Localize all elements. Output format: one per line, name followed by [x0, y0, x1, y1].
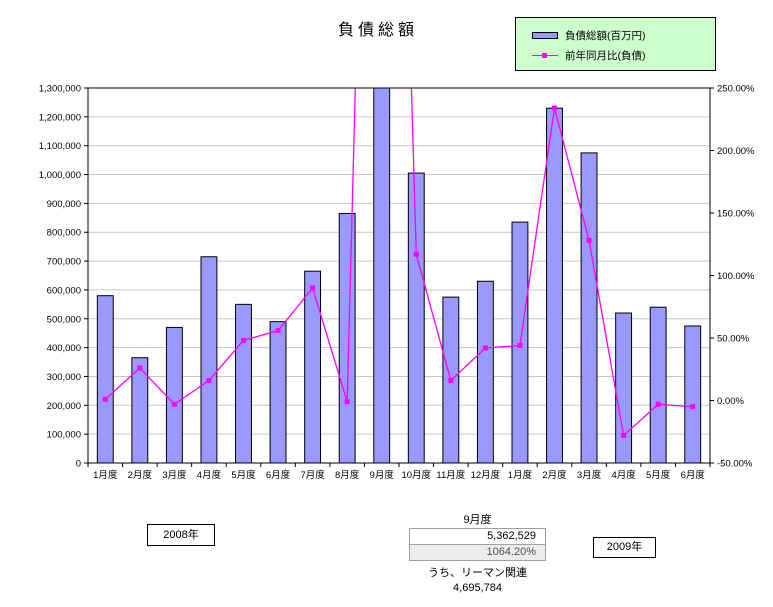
- left-axis-label: 1,300,000: [39, 84, 81, 95]
- line-marker: [552, 105, 557, 111]
- legend-label-liabilities: 負債総額(百万円): [565, 29, 646, 42]
- bar: [649, 306, 667, 463]
- right-axis-label: -50.00%: [717, 459, 753, 470]
- x-axis-label: 3月度: [162, 469, 187, 481]
- liabilities-combo-chart: 0 100,000 200,000 300,000 400,000 500,000 600,…: [39, 84, 755, 482]
- line-marker: [171, 401, 177, 407]
- bar: [615, 312, 633, 463]
- bar: [546, 107, 563, 463]
- line-marker: [310, 285, 316, 291]
- x-axis-label: 9月度: [370, 469, 395, 481]
- bar: [200, 256, 218, 463]
- line-marker: [448, 378, 454, 383]
- left-axis-label: 1,200,000: [39, 112, 81, 123]
- year-2009-label: 2009年: [593, 537, 656, 558]
- x-axis-label: 1月度: [508, 469, 533, 481]
- line-marker: [206, 378, 212, 383]
- left-axis-label: 300,000: [47, 372, 81, 383]
- line-series: [102, 88, 696, 438]
- lehman-related-value: 4,695,784: [453, 582, 502, 594]
- x-axis-label: 1月度: [93, 469, 118, 481]
- left-axis-label: 1,100,000: [39, 141, 81, 152]
- x-axis-label: 6月度: [266, 469, 291, 481]
- x-axis-label: 10月度: [401, 469, 431, 481]
- chart-title: 負債総額: [337, 22, 418, 39]
- legend-label-yoy: 前年同月比(負債): [565, 49, 646, 62]
- bar: [96, 295, 114, 463]
- right-axis-label: 100.00%: [717, 271, 755, 282]
- september-callout: 9月度 5,362,529 1064.20% うち、リーマン関連 4,695,7…: [409, 511, 546, 594]
- line-marker-icon: [542, 52, 547, 58]
- right-axis-label: 250.00%: [717, 84, 755, 95]
- line-marker: [241, 338, 246, 343]
- x-axis-label: 3月度: [577, 469, 602, 481]
- line-marker: [482, 345, 488, 351]
- x-axis-label: 12月度: [471, 469, 501, 481]
- bar-series-swatch-icon: [532, 31, 558, 39]
- x-axis-label: 6月度: [681, 469, 706, 481]
- x-axis-label: 2月度: [128, 469, 153, 481]
- callout-percent: 1064.20%: [409, 545, 546, 561]
- right-axis-label: 200.00%: [717, 146, 755, 157]
- yoy-line: [104, 88, 693, 437]
- right-axis-label: 50.00%: [717, 334, 750, 345]
- right-axis-label: 0.00%: [717, 396, 744, 407]
- bar: [269, 321, 287, 463]
- bar: [373, 88, 391, 463]
- right-axis-label: 150.00%: [717, 209, 755, 220]
- bar: [304, 270, 322, 463]
- lehman-related-label: うち、リーマン関連: [428, 567, 527, 579]
- left-axis-label: 600,000: [47, 285, 81, 296]
- line-marker: [275, 328, 281, 333]
- plot-area: [88, 88, 710, 463]
- callout-month-label: 9月度: [463, 514, 492, 526]
- line-marker: [413, 251, 419, 257]
- bar: [165, 326, 183, 463]
- x-axis-label: 4月度: [197, 469, 222, 481]
- bar: [476, 280, 494, 463]
- bar: [407, 172, 425, 463]
- left-axis-label: 100,000: [47, 430, 81, 441]
- left-axis-label: 500,000: [47, 314, 81, 325]
- bar-series: [96, 88, 702, 463]
- bar: [131, 357, 149, 463]
- left-axis-label: 800,000: [47, 228, 81, 239]
- line-marker: [690, 404, 696, 410]
- callout-value: 5,362,529: [409, 528, 546, 545]
- x-axis-label: 2月度: [542, 469, 567, 481]
- x-axis-label: 11月度: [436, 469, 465, 481]
- line-marker: [137, 365, 143, 371]
- line-marker: [621, 433, 627, 438]
- x-axis-label: 7月度: [300, 469, 325, 481]
- left-axis-label: 1,000,000: [39, 170, 81, 181]
- left-axis-label: 400,000: [47, 343, 81, 354]
- bar: [338, 212, 356, 463]
- line-marker: [586, 238, 592, 243]
- chart-legend: 負債総額(百万円) 前年同月比(負債): [515, 17, 716, 71]
- line-marker: [344, 399, 350, 405]
- legend-item-liabilities: 負債総額(百万円): [532, 25, 715, 45]
- bar: [235, 303, 252, 463]
- line-marker: [102, 396, 108, 402]
- x-axis-label: 4月度: [611, 469, 636, 481]
- x-axis-label: 8月度: [335, 469, 360, 481]
- left-axis-label: 0: [76, 459, 81, 470]
- x-axis-label: 5月度: [231, 469, 256, 481]
- line-marker: [517, 343, 523, 348]
- year-2008-label: 2008年: [147, 524, 215, 546]
- line-marker: [655, 401, 661, 407]
- bar: [684, 325, 702, 463]
- line-series-swatch-icon: [532, 52, 558, 58]
- legend-item-yoy: 前年同月比(負債): [532, 45, 715, 65]
- left-axis-label: 200,000: [47, 401, 81, 412]
- left-axis-label: 700,000: [47, 257, 81, 268]
- x-axis-label: 5月度: [646, 469, 671, 481]
- left-axis-label: 900,000: [47, 199, 81, 210]
- bar: [580, 152, 598, 463]
